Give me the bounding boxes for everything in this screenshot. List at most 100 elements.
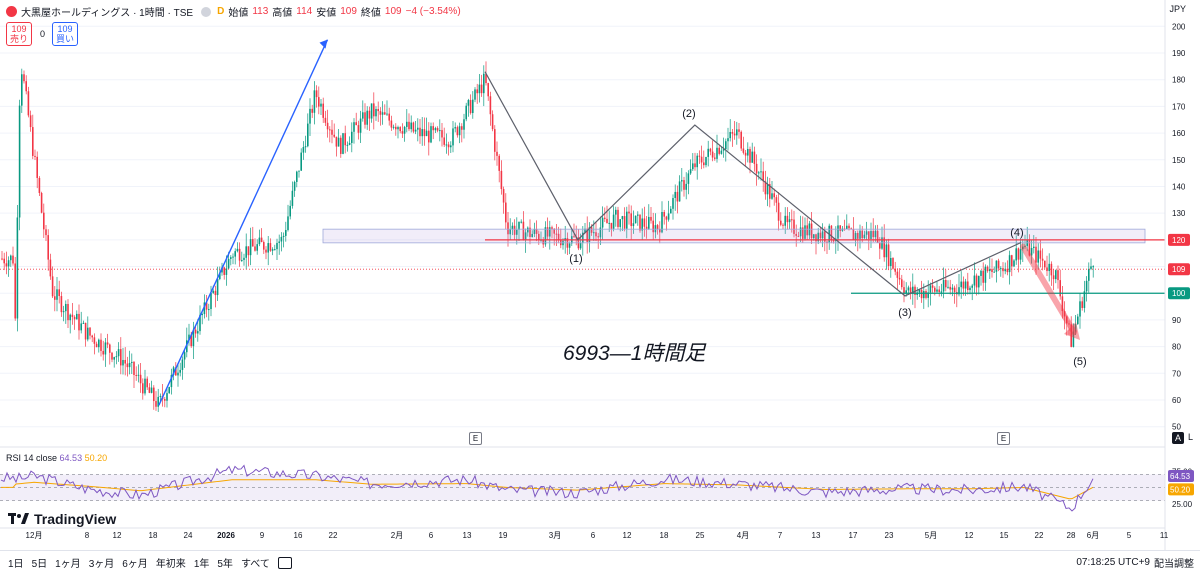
buy-price: 109 xyxy=(57,24,73,34)
candle-body xyxy=(865,231,868,235)
candle-body xyxy=(1000,268,1002,270)
candle-body xyxy=(219,272,221,280)
candle-body xyxy=(265,249,267,253)
candle-body xyxy=(960,281,962,288)
adjust-dividend-button[interactable]: 配当調整 xyxy=(1154,559,1194,570)
buy-button[interactable]: 109 買い xyxy=(52,22,79,46)
candle-body xyxy=(931,285,934,288)
x-tick-label: 22 xyxy=(329,531,338,540)
candle-body xyxy=(56,289,58,300)
currency-label[interactable]: JPY xyxy=(1169,4,1186,14)
candle-body xyxy=(700,156,703,163)
candle-body xyxy=(263,242,265,250)
candle-body xyxy=(331,129,333,135)
rsi-label[interactable]: RSI 14 close xyxy=(6,453,58,463)
candle-body xyxy=(480,84,483,94)
candle-body xyxy=(463,119,465,130)
candle-body xyxy=(958,287,960,295)
candle-body xyxy=(1063,311,1066,317)
candle-body xyxy=(483,73,485,94)
candle-body xyxy=(1057,270,1059,281)
range-button[interactable]: 1年 xyxy=(193,559,210,570)
rsi-last-tag xyxy=(1168,470,1194,483)
tradingview-logo[interactable]: TradingView xyxy=(8,511,116,527)
candle-body xyxy=(619,219,621,227)
candle-body xyxy=(601,217,604,228)
candle-body xyxy=(1072,331,1075,347)
candle-body xyxy=(722,149,725,151)
clock[interactable]: 07:18:25 UTC+9 xyxy=(1076,557,1150,568)
range-button[interactable]: 6ヶ月 xyxy=(122,559,148,570)
candle-body xyxy=(401,131,404,134)
candle-body xyxy=(423,129,426,137)
candle-body xyxy=(353,122,355,132)
range-button[interactable]: 1ヶ月 xyxy=(55,559,81,570)
candle-body xyxy=(883,237,885,258)
rsi-ma-value: 50.20 xyxy=(84,453,108,463)
candle-body xyxy=(1079,301,1081,317)
candle-body xyxy=(938,289,940,293)
earnings-marker-icon[interactable]: E xyxy=(469,432,482,445)
candle-body xyxy=(810,223,813,239)
level-tag xyxy=(1168,287,1190,300)
candle-body xyxy=(1068,323,1070,325)
auto-scale-button[interactable]: A xyxy=(1172,432,1184,444)
candle-body xyxy=(606,218,608,224)
range-button[interactable]: 1日 xyxy=(8,559,24,570)
candle-body xyxy=(368,110,371,119)
log-scale-button[interactable]: L xyxy=(1188,432,1194,442)
projection-arrow-head xyxy=(1064,322,1080,340)
candle-body xyxy=(663,211,665,217)
candle-body xyxy=(342,133,344,154)
candle-body xyxy=(689,169,692,174)
range-button[interactable]: 3ヶ月 xyxy=(88,559,115,570)
candle-body xyxy=(93,337,96,344)
candle-body xyxy=(848,225,850,229)
range-button[interactable]: 年初来 xyxy=(155,559,186,570)
candle-body xyxy=(524,232,527,241)
candle-body xyxy=(672,198,674,209)
x-tick-label: 6 xyxy=(591,531,596,540)
toggle-pill-icon[interactable] xyxy=(201,6,212,17)
candle-body xyxy=(1004,268,1006,272)
candle-body xyxy=(687,173,690,184)
candle-body xyxy=(1041,258,1044,261)
candle-body xyxy=(714,157,716,159)
candle-body xyxy=(738,129,740,132)
candle-body xyxy=(502,189,505,203)
candle-body xyxy=(366,110,368,125)
earnings-marker-icon[interactable]: E xyxy=(997,432,1010,445)
candle-body xyxy=(696,155,698,168)
candles xyxy=(1,61,1094,413)
level-tag-label: 120 xyxy=(1172,236,1186,245)
candle-body xyxy=(148,387,151,393)
candle-body xyxy=(971,285,973,288)
candle-body xyxy=(326,122,329,130)
candle-body xyxy=(747,148,749,156)
low-label: 安値 xyxy=(316,8,337,19)
candle-body xyxy=(784,215,786,226)
candle-body xyxy=(518,221,520,230)
candle-body xyxy=(348,142,351,145)
candle-body xyxy=(500,170,503,190)
candle-body xyxy=(648,216,650,229)
candle-body xyxy=(630,213,632,227)
symbol-title[interactable]: 大黒屋ホールディングス · 1時間 · TSE xyxy=(21,8,194,19)
candle-body xyxy=(656,225,659,229)
x-tick-label: 12 xyxy=(113,531,122,540)
range-button[interactable]: 5年 xyxy=(217,559,233,570)
candle-body xyxy=(135,375,137,377)
candle-body xyxy=(241,259,243,261)
candle-body xyxy=(298,170,300,172)
candle-body xyxy=(839,225,841,231)
calendar-icon[interactable] xyxy=(277,556,292,569)
candle-body xyxy=(232,256,234,258)
candle-body xyxy=(947,286,949,288)
candle-body xyxy=(608,222,610,224)
range-button[interactable]: すべて xyxy=(240,559,270,570)
x-tick-label: 6 xyxy=(429,531,434,540)
range-button[interactable]: 5日 xyxy=(31,559,48,570)
sell-button[interactable]: 109 売り xyxy=(6,22,33,46)
candle-body xyxy=(595,232,597,237)
candle-body xyxy=(408,121,410,130)
